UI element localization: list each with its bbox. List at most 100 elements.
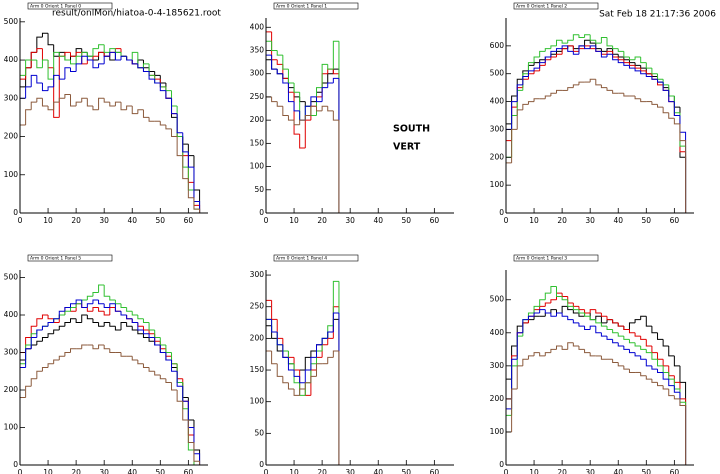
- histogram-bin: [176, 113, 183, 134]
- histogram-bin: [142, 67, 150, 73]
- histogram-bin: [634, 56, 641, 60]
- y-tick-label: 500: [4, 17, 19, 26]
- annotation: VERT: [393, 142, 421, 153]
- histogram-bin: [332, 312, 339, 333]
- histogram-bin: [572, 84, 579, 88]
- panel-title: Arm 0 Orient 1 Panel 5: [30, 256, 81, 262]
- x-tick-label: 60: [430, 468, 440, 474]
- histogram-bin: [617, 57, 624, 61]
- x-tick-label: 50: [642, 468, 652, 474]
- histogram-bin: [572, 34, 579, 41]
- histogram-bin: [98, 44, 105, 49]
- histogram-bin: [612, 339, 619, 344]
- histogram-bin: [148, 117, 155, 122]
- histogram-bin: [148, 337, 155, 342]
- y-tick-label: 200: [250, 333, 265, 342]
- x-tick-label: 20: [557, 468, 567, 474]
- histogram-bin: [64, 307, 71, 312]
- x-tick-label: 0: [18, 468, 23, 474]
- histogram-bin: [662, 82, 669, 91]
- histogram-bin: [533, 67, 540, 71]
- histogram-bin: [148, 367, 155, 372]
- y-tick-label: 250: [250, 92, 265, 101]
- histogram-bin: [600, 312, 608, 317]
- panel: Arm 0 Orient 1 Panel 2010020030040050060…: [490, 2, 694, 225]
- histogram-bin: [628, 65, 636, 69]
- title-box: [513, 2, 599, 10]
- histogram-bin: [92, 318, 99, 323]
- x-tick-label: 30: [585, 468, 595, 474]
- histogram-bin: [159, 375, 166, 380]
- histogram-bin: [645, 349, 652, 354]
- histogram-bin: [299, 134, 306, 149]
- y-tick-label: 500: [490, 69, 505, 78]
- histogram-bin: [612, 90, 619, 94]
- histogram-bin: [36, 48, 43, 53]
- histogram-bin: [634, 332, 641, 337]
- histogram-bin: [522, 103, 529, 110]
- histogram-bin: [193, 197, 201, 213]
- title-box: [27, 2, 113, 10]
- histogram-bin: [282, 376, 289, 384]
- y-tick-label: 100: [490, 427, 505, 436]
- histogram-bin: [310, 356, 317, 371]
- histogram-bin: [321, 87, 328, 102]
- y-tick-label: 0: [499, 460, 504, 469]
- histogram-bin: [182, 401, 189, 421]
- y-tick-label: 400: [4, 55, 19, 64]
- histogram-bin: [53, 101, 60, 110]
- histogram-bin: [142, 330, 150, 335]
- x-tick-label: 30: [585, 216, 595, 225]
- histogram-bin: [304, 115, 311, 121]
- x-tick-label: 40: [613, 468, 623, 474]
- histogram-bin: [600, 332, 608, 337]
- histogram-bin: [109, 102, 116, 107]
- histogram-bin: [522, 319, 529, 333]
- histogram-bin: [98, 97, 105, 110]
- histogram-bin: [628, 62, 636, 66]
- histogram-bin: [47, 333, 54, 338]
- y-tick-label: 150: [250, 365, 265, 374]
- y-tick-label: 300: [250, 69, 265, 78]
- y-tick-label: 0: [499, 208, 504, 217]
- histogram-bin: [131, 318, 138, 323]
- histogram-bin: [25, 86, 32, 99]
- histogram-bin: [578, 45, 585, 55]
- histogram-bin: [109, 303, 116, 308]
- histogram-bin: [171, 128, 178, 138]
- histogram-bin: [310, 96, 317, 107]
- histogram-bin: [58, 52, 65, 57]
- histogram-bin: [103, 285, 110, 297]
- histogram-bin: [645, 359, 652, 367]
- histogram-bin: [634, 62, 641, 66]
- histogram-bin: [628, 329, 636, 334]
- x-tick-label: 40: [373, 216, 383, 225]
- panel: Arm 0 Orient 1 Panel 4050100150200250300…: [250, 254, 454, 474]
- histogram-bin: [651, 365, 658, 370]
- histogram-bin: [651, 352, 658, 360]
- histogram-bin: [600, 37, 608, 44]
- histogram-bin: [673, 118, 680, 125]
- histogram-bin: [114, 52, 122, 61]
- histogram-bin: [584, 349, 591, 354]
- y-tick-label: 400: [490, 97, 505, 106]
- histogram-bin: [137, 315, 144, 320]
- y-tick-label: 350: [250, 46, 265, 55]
- histogram-bin: [276, 332, 283, 346]
- title-box: [27, 254, 113, 262]
- histogram-bin: [92, 105, 99, 111]
- histogram-bin: [287, 382, 295, 390]
- x-tick-label: 30: [345, 216, 355, 225]
- histogram-bin: [606, 336, 613, 340]
- histogram-bin: [606, 48, 613, 52]
- histogram-bin: [64, 93, 71, 99]
- histogram-bin: [589, 352, 596, 357]
- x-tick-label: 20: [71, 216, 81, 225]
- y-tick-label: 200: [4, 385, 19, 394]
- histogram-bin: [58, 325, 65, 330]
- histogram-bin: [41, 32, 49, 38]
- histogram-bin: [287, 83, 295, 103]
- timestamp: Sat Feb 18 21:17:36 2006: [599, 10, 716, 20]
- histogram-bin: [327, 106, 334, 112]
- histogram-bin: [47, 363, 54, 368]
